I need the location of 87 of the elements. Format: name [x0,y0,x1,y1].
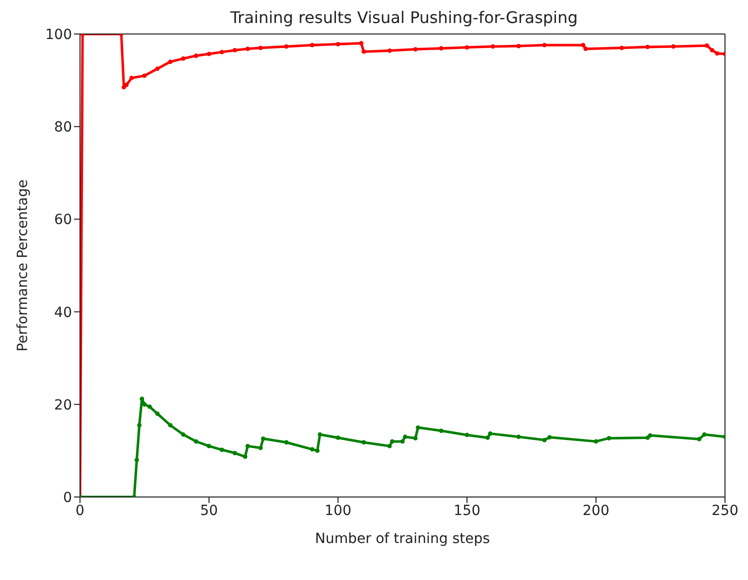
point [246,444,250,448]
point [439,46,444,51]
point [362,49,366,54]
point [194,54,198,58]
point [258,46,263,50]
point [697,436,702,442]
point [220,448,224,452]
point [124,82,129,88]
point [260,436,266,441]
point [416,425,420,430]
y-tick-label: 40 [54,304,72,321]
point [439,428,444,433]
point [580,42,586,48]
point [387,48,392,53]
point [232,450,237,456]
y-axis-title: Performance Percentage [14,180,31,352]
point [402,434,408,440]
point [488,431,492,436]
y-tick-label: 0 [63,490,72,506]
point [704,43,710,48]
x-tick-label: 50 [200,502,218,519]
point [284,44,289,49]
x-axis-title: Number of training steps [315,531,490,547]
point [129,76,134,80]
point [232,48,237,52]
point [648,433,652,438]
point [516,434,521,440]
point [400,439,405,444]
point [246,46,250,52]
point [336,436,340,440]
point [284,440,289,445]
x-tick-label: 150 [454,502,480,519]
point [168,60,172,64]
point [194,439,198,444]
point [137,423,142,428]
point [310,42,314,48]
point [142,73,147,78]
point [547,435,552,440]
point [490,44,495,49]
y-tick-label: 80 [54,120,72,136]
y-tick-label: 60 [54,212,72,228]
point [155,411,160,416]
point [413,436,418,440]
point [181,432,186,437]
point [168,423,172,428]
point [516,44,521,48]
point [206,444,212,448]
point [542,438,547,442]
x-tick-label: 200 [582,502,610,519]
point [390,439,394,444]
point [671,44,676,49]
x-tick-label: 0 [76,502,84,519]
point [710,48,714,52]
point [715,51,720,56]
point [206,52,212,56]
point [464,45,470,50]
point [155,66,160,71]
point [181,56,186,61]
chart-title: Training results Visual Pushing-for-Grasping [229,8,579,27]
y-tick-label: 20 [54,397,72,414]
x-tick-label: 100 [324,502,352,519]
point [142,402,147,407]
point [620,46,624,50]
point [242,454,248,459]
point [134,458,139,462]
point [362,440,366,445]
point [464,432,470,438]
point [583,46,588,52]
point [645,44,650,50]
point [387,444,392,448]
point [318,432,322,437]
point [413,47,418,52]
point [147,404,152,409]
point [359,41,364,46]
point [606,436,612,440]
point [315,448,320,453]
y-tick-label: 100 [45,26,72,43]
point [310,447,314,452]
point [220,50,224,54]
point [336,42,340,46]
point [485,436,490,440]
point [702,432,707,437]
point [122,85,126,90]
point [594,439,598,444]
point [542,42,547,48]
x-tick-label: 250 [712,502,738,519]
point [258,446,263,450]
